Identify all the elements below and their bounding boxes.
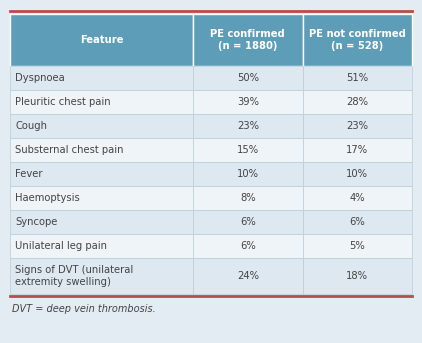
Bar [10,90,193,114]
Text: 28%: 28% [346,97,368,107]
Text: 23%: 23% [237,121,259,131]
Bar [303,258,412,294]
Text: 6%: 6% [240,241,256,251]
Text: Syncope: Syncope [15,217,57,227]
Text: PE not confirmed
(n = 528): PE not confirmed (n = 528) [309,29,406,51]
Bar [193,186,303,210]
Bar [10,66,193,90]
Text: 6%: 6% [349,217,365,227]
Bar [10,234,193,258]
Text: 50%: 50% [237,73,259,83]
Text: Pleuritic chest pain: Pleuritic chest pain [15,97,111,107]
Bar [303,186,412,210]
Bar [10,114,193,138]
Bar [193,210,303,234]
Text: Haemoptysis: Haemoptysis [15,193,80,203]
Bar [10,186,193,210]
Text: Fever: Fever [15,169,43,179]
Bar [193,162,303,186]
Text: 10%: 10% [237,169,259,179]
Bar [10,14,193,66]
Bar [303,210,412,234]
Text: Cough: Cough [15,121,47,131]
Bar [10,138,193,162]
Text: Unilateral leg pain: Unilateral leg pain [15,241,107,251]
Text: 8%: 8% [240,193,256,203]
Bar [193,66,303,90]
Text: 17%: 17% [346,145,368,155]
Text: 23%: 23% [346,121,368,131]
Text: 51%: 51% [346,73,368,83]
Bar [303,114,412,138]
Text: DVT = deep vein thrombosis.: DVT = deep vein thrombosis. [12,304,156,314]
Bar [303,90,412,114]
Text: 6%: 6% [240,217,256,227]
Bar [303,14,412,66]
Text: Signs of DVT (unilateral
extremity swelling): Signs of DVT (unilateral extremity swell… [15,265,133,287]
Bar [303,66,412,90]
Bar [10,258,193,294]
Bar [193,114,303,138]
Text: 15%: 15% [237,145,259,155]
Bar [10,210,193,234]
Bar [303,234,412,258]
Bar [303,138,412,162]
Text: 5%: 5% [349,241,365,251]
Text: 4%: 4% [349,193,365,203]
Bar [193,138,303,162]
Text: 10%: 10% [346,169,368,179]
Bar [193,14,303,66]
Text: 18%: 18% [346,271,368,281]
Bar [193,234,303,258]
Text: PE confirmed
(n = 1880): PE confirmed (n = 1880) [211,29,285,51]
Bar [193,90,303,114]
Text: 39%: 39% [237,97,259,107]
Text: Substernal chest pain: Substernal chest pain [15,145,124,155]
Text: Feature: Feature [80,35,123,45]
Text: Dyspnoea: Dyspnoea [15,73,65,83]
Bar [193,258,303,294]
Text: 24%: 24% [237,271,259,281]
Bar [303,162,412,186]
Bar [10,162,193,186]
